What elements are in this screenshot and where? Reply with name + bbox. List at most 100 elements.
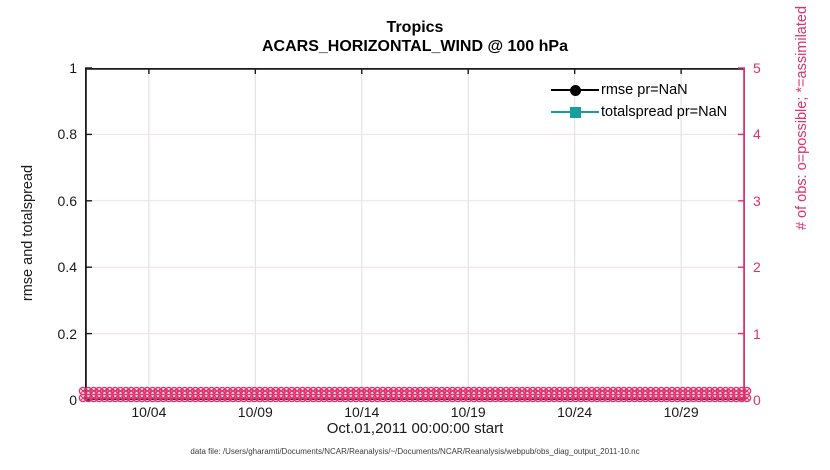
possible-obs-marker	[255, 393, 265, 403]
x-tick-label: 10/24	[557, 404, 593, 420]
possible-obs-marker	[582, 393, 591, 403]
y-right-tick-label: 3	[753, 192, 761, 209]
possible-obs-marker	[726, 393, 736, 403]
possible-obs-marker	[619, 393, 629, 403]
possible-obs-marker	[169, 393, 179, 403]
possible-obs-marker	[84, 393, 93, 403]
possible-obs-marker	[448, 393, 457, 403]
possible-obs-marker	[544, 393, 554, 403]
possible-obs-marker	[341, 393, 350, 403]
possible-obs-marker	[630, 393, 639, 403]
possible-obs-marker	[523, 393, 532, 403]
possible-obs-marker	[217, 393, 227, 403]
possible-obs-marker	[485, 393, 495, 403]
possible-obs-marker	[196, 393, 206, 403]
possible-obs-marker	[667, 393, 677, 403]
possible-obs-marker	[335, 393, 345, 403]
possible-obs-marker	[624, 393, 634, 403]
possible-obs-marker	[474, 393, 484, 403]
x-axis-label: Oct.01,2011 00:00:00 start	[326, 420, 504, 437]
possible-obs-marker	[410, 393, 420, 403]
possible-obs-marker	[662, 393, 671, 403]
possible-obs-marker	[737, 393, 746, 403]
y-left-tick-label: 1	[69, 60, 77, 76]
possible-obs-marker	[715, 393, 725, 403]
possible-obs-marker	[207, 393, 216, 403]
rmse-line-sample	[551, 83, 599, 97]
possible-obs-marker	[266, 393, 275, 403]
possible-obs-marker	[432, 393, 441, 403]
possible-obs-marker	[539, 393, 548, 403]
y-left-tick-label: 0.2	[57, 325, 77, 342]
possible-obs-marker	[276, 393, 286, 403]
possible-obs-marker	[362, 393, 372, 403]
plot-canvas	[78, 67, 752, 403]
y-right-tick-label: 4	[753, 126, 761, 143]
possible-obs-marker	[555, 393, 564, 403]
x-tick-label: 10/19	[450, 404, 486, 420]
possible-obs-marker	[191, 393, 200, 403]
possible-obs-marker	[308, 393, 318, 403]
possible-obs-marker	[78, 393, 88, 403]
possible-obs-marker	[244, 393, 254, 403]
gridlines	[85, 68, 745, 400]
legend-label-rmse: rmse pr=NaN	[601, 82, 688, 98]
possible-obs-marker	[689, 393, 698, 403]
possible-obs-marker	[512, 393, 522, 403]
possible-obs-marker	[598, 393, 607, 403]
possible-obs-marker	[576, 393, 586, 403]
possible-obs-marker	[367, 393, 377, 403]
possible-obs-marker	[533, 393, 543, 403]
possible-obs-marker	[121, 393, 131, 403]
possible-obs-marker	[640, 393, 650, 403]
x-tick-label: 10/09	[237, 404, 273, 420]
y-left-tick-label: 0	[69, 392, 77, 408]
possible-obs-marker	[464, 393, 473, 403]
possible-obs-marker	[426, 393, 436, 403]
possible-obs-marker	[330, 393, 339, 403]
possible-obs-marker	[282, 393, 291, 403]
possible-obs-marker	[694, 393, 704, 403]
possible-obs-marker	[201, 393, 211, 403]
possible-obs-marker	[501, 393, 511, 403]
possible-obs-marker	[351, 393, 361, 403]
possible-obs-marker	[635, 393, 645, 403]
possible-obs-marker	[185, 393, 195, 403]
y-right-tick-label: 2	[753, 259, 761, 276]
possible-obs-marker	[453, 393, 463, 403]
legend-item-totalspread: totalspread pr=NaN	[551, 101, 727, 123]
possible-obs-marker	[287, 393, 297, 403]
possible-obs-marker	[373, 393, 382, 403]
possible-obs-marker	[731, 393, 741, 403]
possible-obs-marker	[491, 393, 500, 403]
possible-obs-marker	[298, 393, 307, 403]
y-axis-label-right: # of obs: o=possible; *=assimilated	[794, 5, 810, 231]
possible-obs-marker	[742, 393, 752, 403]
possible-obs-marker	[148, 393, 157, 403]
possible-obs-marker	[233, 393, 243, 403]
possible-obs-marker	[89, 393, 99, 403]
possible-obs-marker	[646, 393, 655, 403]
possible-obs-marker	[116, 393, 125, 403]
y-right-tick-label: 1	[753, 325, 761, 342]
possible-obs-marker	[303, 393, 313, 403]
possible-obs-marker	[357, 393, 366, 403]
y-left-tick-label: 0.8	[57, 126, 77, 143]
possible-obs-marker	[683, 393, 693, 403]
x-tick-label: 10/14	[344, 404, 380, 420]
possible-obs-marker	[603, 393, 613, 403]
possible-obs-marker	[153, 393, 163, 403]
possible-obs-marker	[437, 393, 447, 403]
possible-obs-marker	[228, 393, 238, 403]
possible-obs-marker	[260, 393, 270, 403]
possible-obs-marker	[271, 393, 281, 403]
possible-obs-marker	[496, 393, 505, 403]
possible-obs-marker	[126, 393, 136, 403]
title-block: Tropics ACARS_HORIZONTAL_WIND @ 100 hPa	[0, 18, 830, 56]
possible-obs-marker	[399, 393, 409, 403]
possible-obs-marker	[517, 393, 527, 403]
x-tick-label: 10/29	[663, 404, 699, 420]
possible-obs-marker	[389, 393, 398, 403]
possible-obs-marker	[528, 393, 538, 403]
